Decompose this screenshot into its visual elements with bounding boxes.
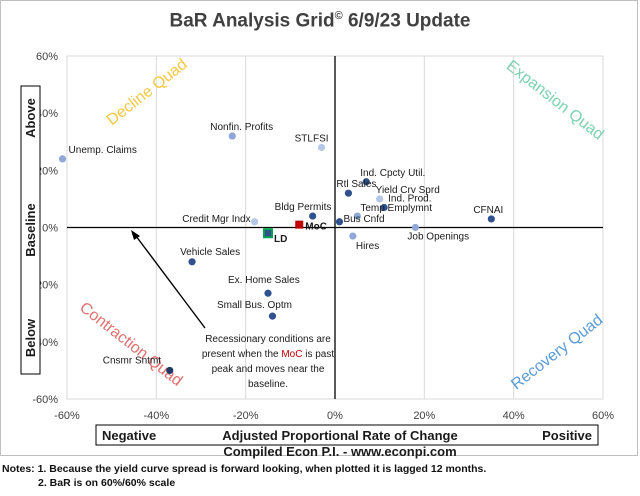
data-point [376, 195, 384, 203]
annotation-line: Recessionary conditions are [205, 334, 331, 345]
annotation: Recessionary conditions are present when … [131, 230, 334, 390]
data-point [264, 289, 272, 297]
ld-label: LD [274, 234, 287, 245]
notes: Notes: 1. Because the yield curve spread… [2, 462, 486, 490]
point-label: Ind. Prod. [388, 193, 431, 204]
annotation-line: present when the MoC is past [202, 349, 335, 360]
x-tick-label: -20% [233, 410, 259, 422]
y-side-box [20, 85, 41, 375]
annotation-arrow [135, 235, 206, 329]
point-label: CFNAI [473, 205, 503, 216]
quadrant-label: Decline Quad [104, 56, 191, 129]
point-label: Small Bus. Optm [217, 300, 292, 311]
annotation-line: baseline. [248, 379, 288, 390]
x-tick-label: 40% [503, 410, 525, 422]
quadrant-label: Contraction Quad [76, 299, 185, 390]
axis-boxes: Above Baseline Below Negative Adjusted Propo… [20, 85, 599, 459]
point-label: Temp Emplymnt [360, 203, 432, 214]
data-point [362, 178, 370, 186]
data-point [309, 212, 317, 220]
data-point [353, 212, 361, 220]
point-label: Credit Mgr Indx [182, 214, 250, 225]
x-left-label: Negative [102, 428, 156, 443]
y-tick-label: 0% [42, 223, 58, 235]
data-point [188, 258, 196, 266]
point-label: Unemp. Claims [69, 145, 137, 156]
data-point [335, 218, 344, 226]
x-axis-box [95, 424, 599, 446]
footer-credit: Compiled Econ P.I. - www.econpi.com [223, 444, 456, 459]
data-point [411, 223, 419, 232]
x-tick-label: 60% [592, 410, 614, 422]
x-tick-label: 0% [327, 410, 343, 422]
data-point [58, 155, 67, 163]
annotation-line: peak and moves near the [212, 364, 325, 375]
point-label: Rtl Sales [336, 179, 376, 190]
data-point [251, 218, 259, 226]
ld-marker [263, 228, 273, 239]
data-point [268, 312, 277, 320]
chart-title: BaR Analysis Grid© 6/9/23 Update [169, 10, 471, 32]
chart-frame [0, 0, 638, 456]
point-label: Cnsmr Sntmt [103, 355, 162, 366]
point-label: Yield Crv Sprd [376, 185, 440, 196]
point-label: Job Openings [407, 232, 469, 243]
arrowhead [131, 230, 140, 240]
point-label: Nonfin. Profits [210, 122, 273, 133]
x-tick-label: -60% [54, 410, 80, 422]
point-label: Hires [356, 241, 379, 252]
y-side-label: Baseline [23, 203, 38, 256]
data-point [380, 203, 388, 212]
y-tick-label: 20% [36, 165, 58, 177]
data-point [228, 132, 236, 140]
y-side-label: Above [23, 98, 38, 138]
moc-marker [295, 220, 304, 229]
data-point [487, 215, 495, 223]
y-tick-label: -60% [32, 394, 58, 406]
x-axis-title: Adjusted Proportional Rate of Change [222, 428, 457, 443]
point-label: STLFSI [295, 133, 329, 144]
point-label: Ex. Home Sales [228, 275, 300, 286]
data-points: Unemp. Claims Nonfin. Profits STLFSI Ind. C… [58, 122, 503, 375]
point-label: Ind. Cpcty Util. [360, 168, 425, 179]
data-point [318, 143, 326, 152]
x-tick-label: -40% [143, 410, 169, 422]
note-1: Notes: 1. Because the yield curve spread… [2, 463, 487, 475]
data-point [344, 189, 352, 197]
x-tick-label: 20% [413, 410, 435, 422]
quadrant-label: Expansion Quad [503, 57, 607, 143]
y-tick-label: 60% [36, 51, 58, 63]
point-label: Vehicle Sales [180, 247, 240, 258]
tick-labels: 60%40%20%0%-20%-40%-60%-60% -40% -20% 0% 20%… [32, 51, 614, 422]
x-right-label: Positive [542, 428, 592, 443]
data-point [349, 232, 357, 240]
y-tick-label: 40% [36, 108, 58, 120]
point-label: Bus Cnfd [343, 214, 384, 225]
point-label: Bldg Permits [275, 202, 332, 213]
moc-label: MoC [305, 222, 327, 233]
data-point [166, 366, 174, 375]
axes [67, 56, 603, 399]
note-2: 2. BaR is on 60%/60% scale [38, 477, 176, 489]
quadrant-label: Recovery Quad [508, 312, 606, 394]
y-side-label: Below [23, 318, 38, 357]
